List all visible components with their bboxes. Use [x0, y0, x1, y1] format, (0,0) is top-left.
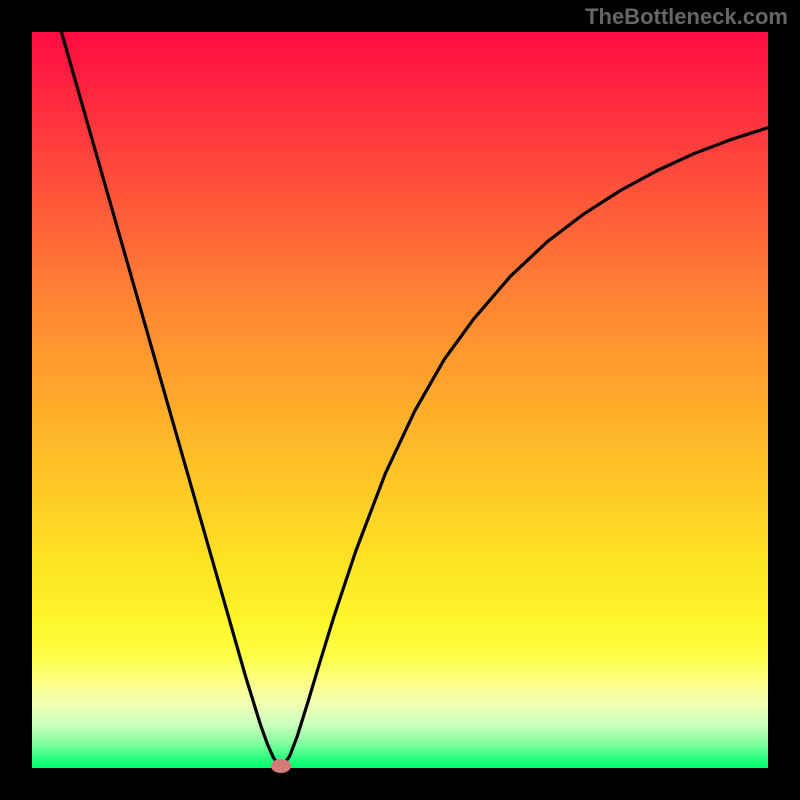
plot-area	[32, 32, 768, 768]
min-marker	[271, 759, 291, 773]
bottleneck-curve	[61, 32, 768, 764]
curve-svg	[32, 32, 768, 768]
watermark-text: TheBottleneck.com	[585, 4, 788, 30]
chart-container: TheBottleneck.com	[0, 0, 800, 800]
